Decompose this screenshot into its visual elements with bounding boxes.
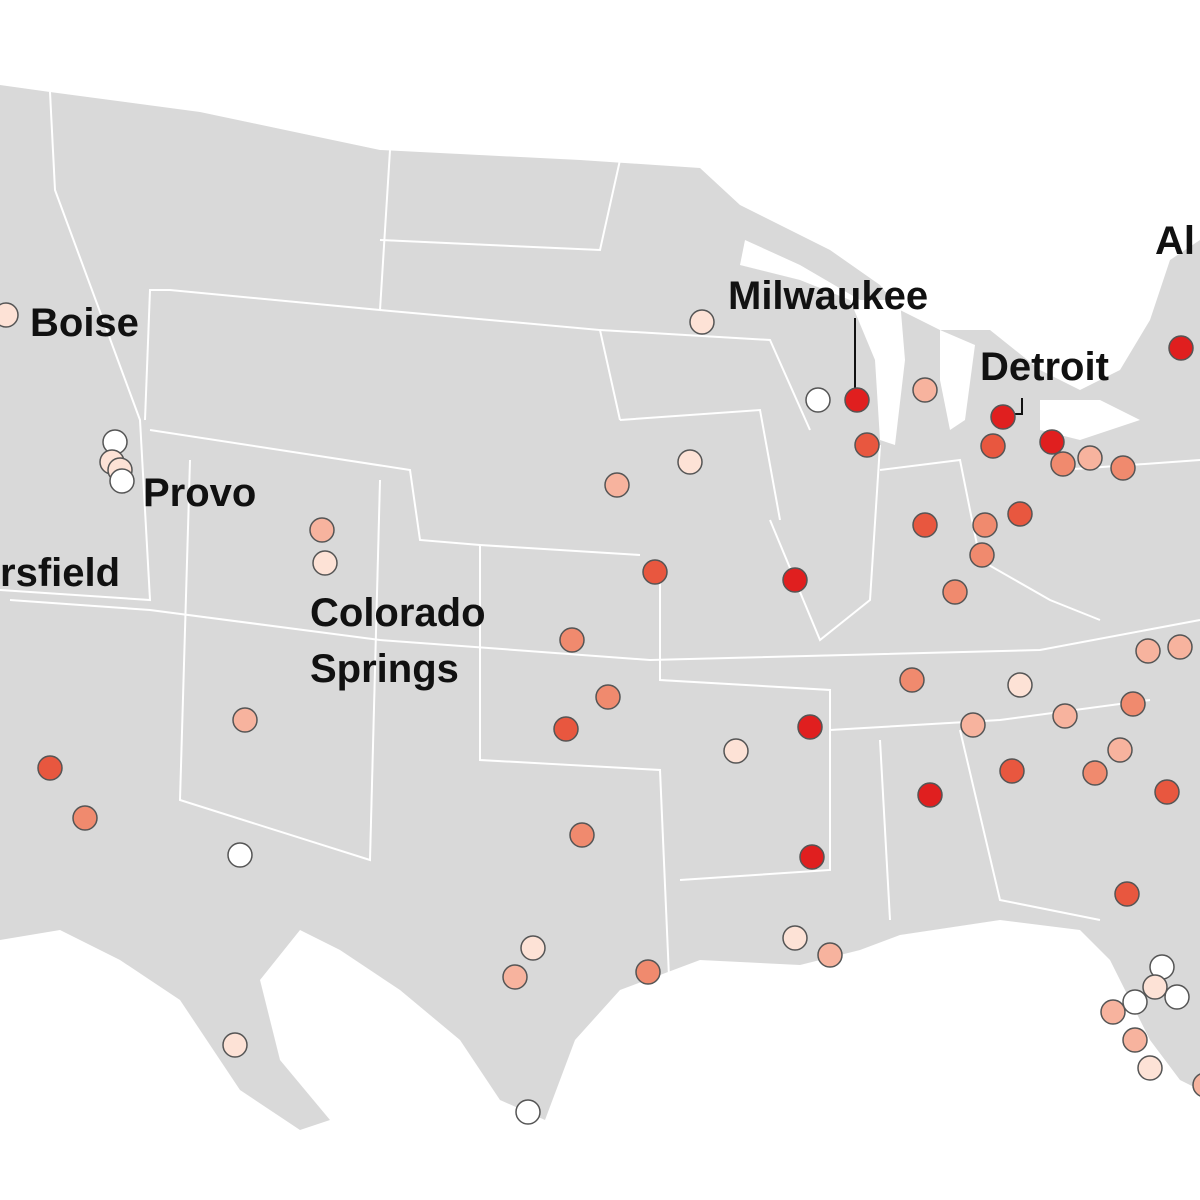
city-dot <box>1168 335 1194 361</box>
city-dot <box>972 512 998 538</box>
city-label: Al <box>1155 219 1195 263</box>
city-dot <box>799 844 825 870</box>
city-dot <box>805 387 831 413</box>
city-dot <box>999 758 1025 784</box>
labels: Boise Provo rsfield Colorado Springs Milwauke… <box>0 219 1195 691</box>
city-dot <box>0 302 19 328</box>
city-dot <box>1110 455 1136 481</box>
city-dot <box>1007 672 1033 698</box>
city-dot <box>642 559 668 585</box>
city-dot <box>1167 634 1193 660</box>
city-dot <box>553 716 579 742</box>
city-dot <box>109 468 135 494</box>
city-dot <box>1082 760 1108 786</box>
city-dot <box>782 925 808 951</box>
city-dot <box>782 567 808 593</box>
city-dot <box>232 707 258 733</box>
city-dot <box>1137 1055 1163 1081</box>
city-dot <box>72 805 98 831</box>
city-dot <box>515 1099 541 1125</box>
city-dot <box>227 842 253 868</box>
city-dot <box>899 667 925 693</box>
city-dot <box>1135 638 1161 664</box>
city-dot <box>912 512 938 538</box>
city-dot <box>1107 737 1133 763</box>
city-dot <box>37 755 63 781</box>
city-dot <box>520 935 546 961</box>
city-dot <box>1122 1027 1148 1053</box>
city-label: Milwaukee <box>728 274 928 318</box>
city-label: Colorado <box>310 591 486 635</box>
city-dot <box>604 472 630 498</box>
city-dot <box>797 714 823 740</box>
city-dot <box>980 433 1006 459</box>
city-dot <box>312 550 338 576</box>
city-dot <box>1100 999 1126 1025</box>
city-label: Springs <box>310 647 459 691</box>
city-dot <box>569 822 595 848</box>
city-dot <box>1192 1073 1200 1097</box>
city-dot <box>635 959 661 985</box>
dots <box>0 302 1200 1125</box>
city-dot <box>559 627 585 653</box>
city-dot <box>1120 691 1146 717</box>
city-dot <box>1052 703 1078 729</box>
city-dot <box>817 942 843 968</box>
city-dot <box>854 432 880 458</box>
city-dot <box>1142 974 1168 1000</box>
city-dot <box>990 404 1016 430</box>
city-label: Boise <box>30 301 139 345</box>
city-dot <box>1164 984 1190 1010</box>
city-dot <box>1050 451 1076 477</box>
city-label: Provo <box>143 471 256 515</box>
city-dot <box>1007 501 1033 527</box>
city-dot <box>942 579 968 605</box>
city-dot <box>723 738 749 764</box>
city-dot <box>844 387 870 413</box>
lake <box>740 240 905 445</box>
lake <box>940 330 1140 440</box>
city-dot <box>689 309 715 335</box>
city-dot <box>1122 989 1148 1015</box>
city-label: rsfield <box>0 551 120 595</box>
city-dot <box>595 684 621 710</box>
city-dot <box>502 964 528 990</box>
city-dot <box>1077 445 1103 471</box>
city-dot <box>677 449 703 475</box>
city-dot <box>309 517 335 543</box>
city-dot <box>222 1032 248 1058</box>
city-dot <box>1114 881 1140 907</box>
city-dot <box>912 377 938 403</box>
city-dot <box>1039 429 1065 455</box>
city-label: Detroit <box>980 345 1109 389</box>
city-dot <box>960 712 986 738</box>
city-dot <box>917 782 943 808</box>
city-dot <box>1154 779 1180 805</box>
city-dot <box>969 542 995 568</box>
